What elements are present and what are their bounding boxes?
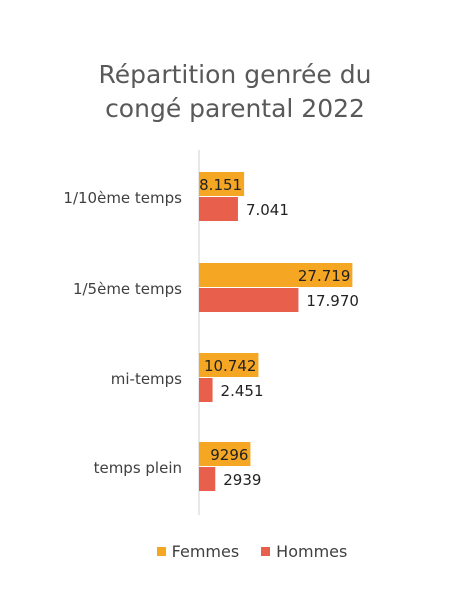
data-label-hommes: 2939 bbox=[223, 471, 261, 489]
legend: Femmes Hommes bbox=[22, 542, 460, 561]
category-label: mi-temps bbox=[111, 370, 182, 388]
bar-hommes bbox=[199, 288, 299, 312]
chart-title-line-2: congé parental 2022 bbox=[105, 94, 365, 123]
legend-item-hommes: Hommes bbox=[261, 542, 347, 561]
legend-swatch-femmes bbox=[156, 547, 166, 556]
bar-femmes bbox=[199, 353, 259, 377]
bar-hommes bbox=[199, 467, 216, 491]
chart-title: Répartition genrée du congé parental 202… bbox=[0, 58, 460, 126]
legend-label-femmes: Femmes bbox=[171, 542, 240, 561]
category-label: 1/5ème temps bbox=[73, 280, 182, 298]
data-label-hommes: 7.041 bbox=[246, 201, 289, 219]
legend-swatch-hommes bbox=[261, 547, 271, 556]
bar-femmes bbox=[199, 442, 251, 466]
bar-hommes bbox=[199, 378, 213, 402]
data-label-femmes: 10.742 bbox=[204, 357, 257, 375]
data-label-femmes: 8.151 bbox=[199, 176, 242, 194]
data-label-femmes: 27.719 bbox=[298, 267, 351, 285]
legend-item-femmes: Femmes bbox=[156, 542, 240, 561]
bar-femmes bbox=[199, 172, 245, 196]
data-label-hommes: 2.451 bbox=[221, 382, 264, 400]
data-label-hommes: 17.970 bbox=[306, 292, 359, 310]
bar-femmes bbox=[199, 263, 353, 287]
legend-label-hommes: Hommes bbox=[276, 542, 348, 561]
category-label: 1/10ème temps bbox=[63, 189, 182, 207]
data-label-femmes: 9296 bbox=[210, 446, 248, 464]
bar-hommes bbox=[199, 197, 238, 221]
chart-title-line-1: Répartition genrée du bbox=[98, 60, 372, 89]
category-label: temps plein bbox=[94, 459, 182, 477]
